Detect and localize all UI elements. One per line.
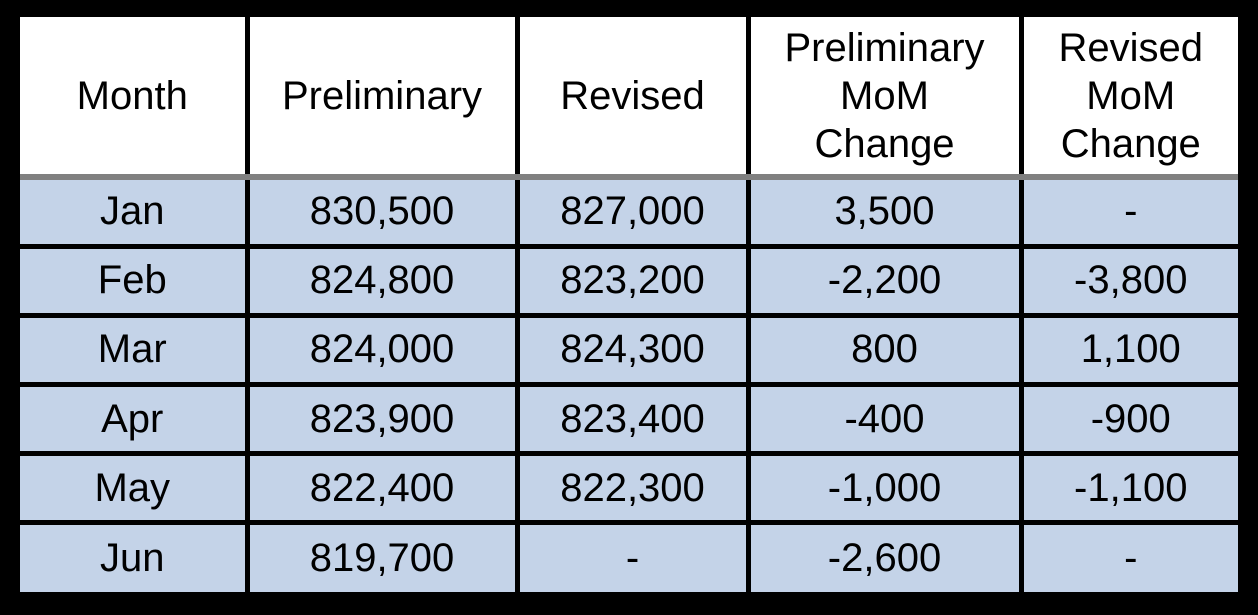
cell-revised: 823,400	[514, 381, 748, 454]
cell-preliminary: 823,900	[244, 381, 517, 454]
table-row-feb: Feb 824,800 823,200 -2,200 -3,800	[20, 243, 1238, 316]
col-header-revised: Revised	[514, 17, 748, 177]
cell-preliminary-mom-change: -400	[745, 381, 1021, 454]
cell-revised-mom-change: 1,100	[1018, 312, 1238, 385]
col-header-revised-mom-change: Revised MoM Change	[1018, 17, 1238, 177]
cell-month: Feb	[20, 243, 247, 316]
cell-month: May	[20, 451, 247, 523]
cell-preliminary: 819,700	[244, 520, 517, 592]
cell-preliminary-mom-change: 3,500	[745, 173, 1021, 247]
header-row: Month Preliminary Revised Preliminary Mo…	[20, 17, 1238, 177]
col-header-month: Month	[20, 17, 247, 177]
cell-month: Apr	[20, 381, 247, 454]
table-row-mar: Mar 824,000 824,300 800 1,100	[20, 312, 1238, 385]
cell-revised: 824,300	[514, 312, 748, 385]
cell-preliminary-mom-change: 800	[745, 312, 1021, 385]
cell-revised: -	[514, 520, 748, 592]
cell-preliminary: 830,500	[244, 173, 517, 247]
cell-preliminary-mom-change: -1,000	[745, 451, 1021, 523]
cell-revised-mom-change: -900	[1018, 381, 1238, 454]
monthly-revision-table: Month Preliminary Revised Preliminary Mo…	[20, 17, 1238, 592]
cell-month: Jan	[20, 173, 247, 247]
cell-month: Mar	[20, 312, 247, 385]
col-header-preliminary-mom-change: Preliminary MoM Change	[745, 17, 1021, 177]
cell-month: Jun	[20, 520, 247, 592]
table-row-apr: Apr 823,900 823,400 -400 -900	[20, 381, 1238, 454]
table-row-jan: Jan 830,500 827,000 3,500 -	[20, 173, 1238, 247]
cell-preliminary: 824,800	[244, 243, 517, 316]
cell-revised-mom-change: -3,800	[1018, 243, 1238, 316]
table-row-jun: Jun 819,700 - -2,600 -	[20, 520, 1238, 592]
cell-revised-mom-change: -	[1018, 173, 1238, 247]
cell-revised: 822,300	[514, 451, 748, 523]
cell-revised: 827,000	[514, 173, 748, 247]
cell-preliminary-mom-change: -2,600	[745, 520, 1021, 592]
cell-revised: 823,200	[514, 243, 748, 316]
cell-revised-mom-change: -	[1018, 520, 1238, 592]
cell-preliminary: 824,000	[244, 312, 517, 385]
table-row-may: May 822,400 822,300 -1,000 -1,100	[20, 451, 1238, 523]
cell-revised-mom-change: -1,100	[1018, 451, 1238, 523]
cell-preliminary: 822,400	[244, 451, 517, 523]
col-header-preliminary: Preliminary	[244, 17, 517, 177]
cell-preliminary-mom-change: -2,200	[745, 243, 1021, 316]
table-frame: Month Preliminary Revised Preliminary Mo…	[20, 17, 1238, 592]
